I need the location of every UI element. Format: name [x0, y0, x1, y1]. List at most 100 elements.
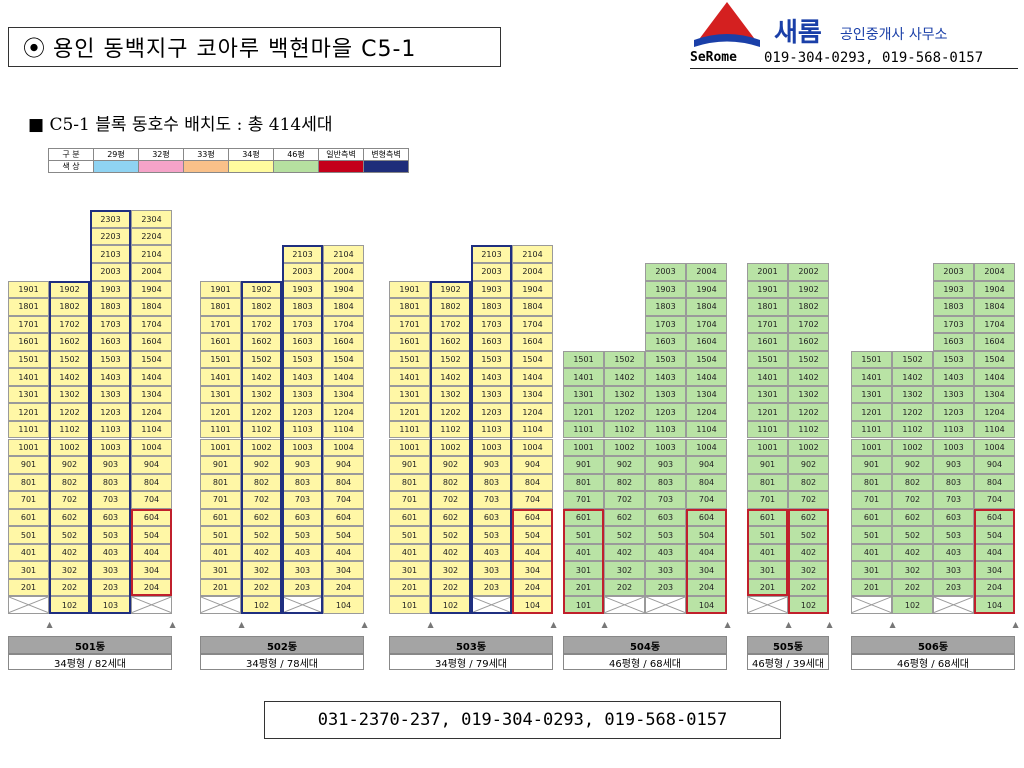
- unit-cell: 1604: [686, 333, 727, 351]
- unit-cell: 1301: [8, 385, 49, 404]
- unit-cell: 1903: [933, 280, 974, 299]
- unit-cell: 901: [563, 456, 604, 474]
- unit-cell: 201: [200, 578, 241, 597]
- variant-sidewall-outline: [90, 210, 131, 614]
- unit-cell: 1404: [323, 368, 364, 386]
- entrance-marker-icon: ▲: [826, 620, 833, 629]
- unit-cell: 701: [389, 491, 430, 509]
- unit-cell: 102: [892, 596, 933, 614]
- unit-cell: 1703: [645, 315, 686, 334]
- unit-cell: 1501: [747, 350, 788, 369]
- empty-unit-cell: [747, 596, 788, 614]
- unit-cell: 1403: [933, 368, 974, 386]
- unit-cell: 1404: [686, 368, 727, 386]
- unit-cell: 301: [8, 561, 49, 579]
- unit-cell: 703: [645, 491, 686, 509]
- unit-cell: 704: [686, 491, 727, 509]
- unit-cell: 1602: [788, 333, 829, 351]
- unit-cell: 1002: [892, 438, 933, 457]
- unit-cell: 702: [892, 491, 933, 509]
- unit-cell: 1304: [974, 385, 1015, 404]
- unit-cell: 801: [851, 473, 892, 492]
- unit-cell: 1202: [604, 403, 645, 421]
- unit-cell: 603: [933, 508, 974, 527]
- unit-cell: 1202: [788, 403, 829, 421]
- legend-swatch: [273, 160, 319, 173]
- unit-cell: 1303: [933, 385, 974, 404]
- building-info: 46평형 / 39세대: [747, 654, 829, 670]
- unit-cell: 1704: [131, 315, 172, 334]
- unit-cell: 2204: [131, 227, 172, 246]
- building-info: 34평형 / 79세대: [389, 654, 553, 670]
- unit-cell: 1501: [8, 350, 49, 369]
- unit-cell: 1901: [747, 280, 788, 299]
- legend-swatch: [138, 160, 184, 173]
- unit-cell: 403: [933, 543, 974, 562]
- unit-cell: 501: [851, 526, 892, 544]
- unit-cell: 701: [563, 491, 604, 509]
- legend-swatch: [318, 160, 364, 173]
- unit-cell: 101: [389, 596, 430, 614]
- unit-cell: 401: [851, 543, 892, 562]
- unit-cell: 902: [604, 456, 645, 474]
- legend-cell: 일반측벽: [318, 148, 364, 161]
- unit-cell: 1502: [604, 350, 645, 369]
- unit-cell: 1402: [788, 368, 829, 386]
- unit-cell: 1001: [389, 438, 430, 457]
- unit-cell: 804: [686, 473, 727, 492]
- unit-cell: 503: [933, 526, 974, 544]
- unit-cell: 702: [788, 491, 829, 509]
- legend-cell: 46평: [273, 148, 319, 161]
- unit-cell: 1801: [389, 298, 430, 316]
- entrance-marker-icon: ▲: [238, 620, 245, 629]
- entrance-marker-icon: ▲: [169, 620, 176, 629]
- unit-cell: 802: [892, 473, 933, 492]
- footer-contacts: 031-2370-237, 019-304-0293, 019-568-0157: [264, 701, 781, 739]
- unit-cell: 903: [645, 456, 686, 474]
- empty-unit-cell: [604, 596, 645, 614]
- unit-cell: 1403: [645, 368, 686, 386]
- unit-cell: 1101: [747, 420, 788, 439]
- unit-cell: 1901: [389, 280, 430, 299]
- unit-cell: 1401: [200, 368, 241, 386]
- unit-cell: 303: [933, 561, 974, 579]
- entrance-marker-icon: ▲: [1012, 620, 1019, 629]
- unit-cell: 304: [323, 561, 364, 579]
- legend-cell: 29평: [93, 148, 139, 161]
- entrance-marker-icon: ▲: [601, 620, 608, 629]
- unit-cell: 1601: [8, 333, 49, 351]
- building-name: 502동: [200, 636, 364, 654]
- unit-cell: 701: [8, 491, 49, 509]
- building-name: 506동: [851, 636, 1015, 654]
- unit-cell: 1001: [8, 438, 49, 457]
- unit-cell: 2104: [512, 245, 553, 263]
- unit-cell: 901: [747, 456, 788, 474]
- unit-cell: 201: [389, 578, 430, 597]
- legend-swatch: [93, 160, 139, 173]
- unit-cell: 301: [851, 561, 892, 579]
- unit-cell: 503: [645, 526, 686, 544]
- entrance-marker-icon: ▲: [785, 620, 792, 629]
- unit-cell: 1004: [323, 438, 364, 457]
- unit-cell: 901: [851, 456, 892, 474]
- unit-cell: 1201: [747, 403, 788, 421]
- unit-cell: 1304: [323, 385, 364, 404]
- empty-unit-cell: [131, 596, 172, 614]
- section-subtitle: ■ C5-1 블록 동호수 배치도 : 총 414세대: [28, 115, 333, 135]
- unit-cell: 1101: [389, 420, 430, 439]
- unit-cell: 2004: [974, 263, 1015, 281]
- unit-cell: 1601: [747, 333, 788, 351]
- legend-cell: 34평: [228, 148, 274, 161]
- unit-cell: 1104: [512, 420, 553, 439]
- unit-cell: 403: [645, 543, 686, 562]
- unit-cell: 901: [200, 456, 241, 474]
- logo-office: 공인중개사 사무소: [840, 27, 948, 43]
- unit-cell: 1804: [686, 298, 727, 316]
- regular-sidewall-outline: [512, 508, 553, 614]
- unit-cell: 1902: [788, 280, 829, 299]
- unit-cell: 1103: [645, 420, 686, 439]
- unit-cell: 804: [131, 473, 172, 492]
- unit-cell: 1704: [974, 315, 1015, 334]
- unit-cell: 401: [8, 543, 49, 562]
- unit-cell: 1701: [200, 315, 241, 334]
